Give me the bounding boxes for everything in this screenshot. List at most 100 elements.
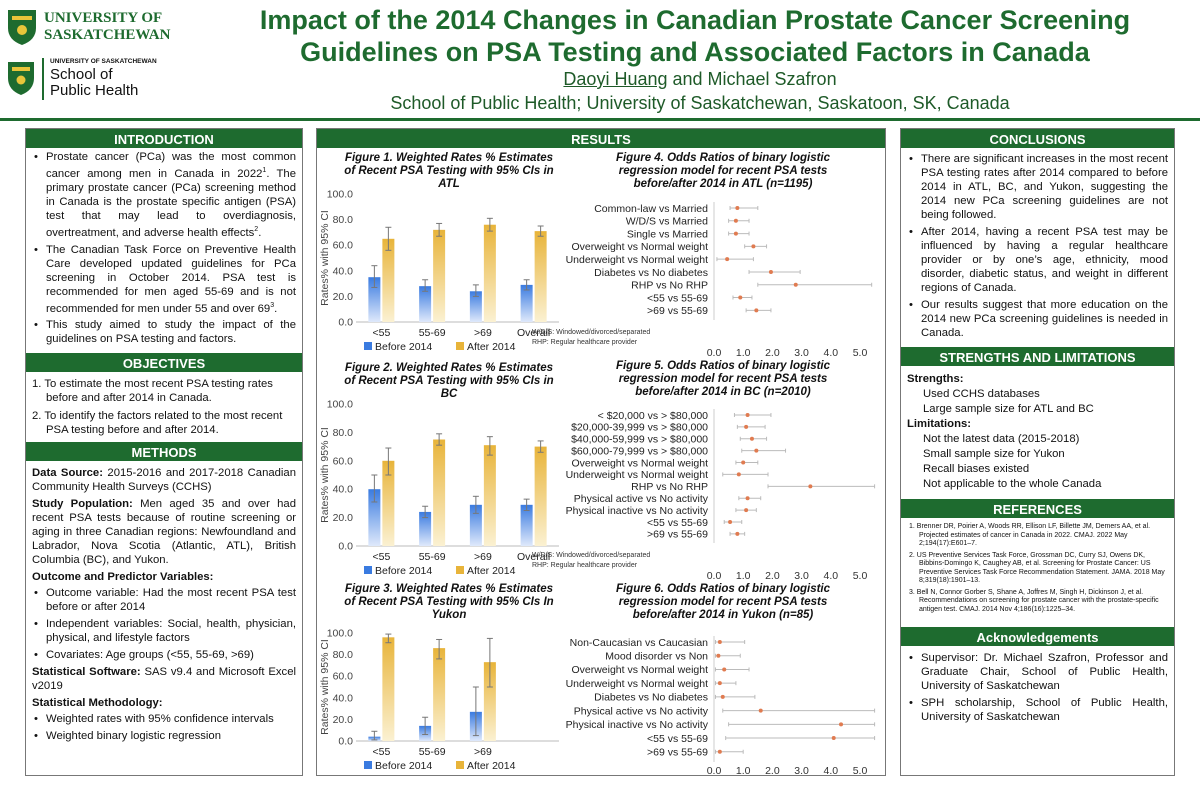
x-tick-label: <55 bbox=[372, 551, 390, 563]
or-label: RHP vs No RHP bbox=[631, 280, 708, 292]
or-label: Overweight vs Normal weight bbox=[571, 457, 708, 469]
fig1-caption: Figure 1. Weighted Rates % Estimates of … bbox=[340, 152, 558, 191]
intro-b1-sup2: 2 bbox=[254, 225, 259, 233]
fig2-caption: Figure 2. Weighted Rates % Estimates of … bbox=[340, 362, 558, 401]
fig2-title: Weighted Rates % Estimates of Recent PSA… bbox=[344, 362, 554, 400]
or-point bbox=[749, 436, 754, 441]
bar-before bbox=[368, 277, 381, 322]
x-tick-label: <55 bbox=[372, 327, 390, 339]
conclusion-3: Our results suggest that more education … bbox=[907, 298, 1168, 340]
logo1-line1: UNIVERSITY OF bbox=[44, 10, 163, 26]
objectives-body: 1. To estimate the most recent PSA testi… bbox=[26, 372, 302, 439]
or-label: RHP vs No RHP bbox=[631, 481, 708, 493]
or-point bbox=[751, 244, 756, 249]
legend-after: After 2014 bbox=[467, 565, 516, 577]
or-point bbox=[728, 519, 733, 524]
x-tick-label: >69 bbox=[474, 327, 492, 339]
title-line-1: Impact of the 2014 Changes in Canadian P… bbox=[259, 5, 1131, 35]
ds-label: Data Source: bbox=[32, 467, 103, 480]
x-tick-label: 4.0 bbox=[823, 570, 838, 582]
or-point bbox=[733, 218, 738, 223]
intro-b1: Prostate cancer (PCa) was the most commo… bbox=[46, 151, 296, 180]
x-tick-label: 5.0 bbox=[853, 765, 868, 777]
intro-b2-sup: 3 bbox=[270, 301, 275, 309]
or-point bbox=[717, 749, 722, 754]
ack-1: Supervisor: Dr. Michael Szafron, Profess… bbox=[907, 651, 1168, 693]
strength-2: Large sample size for ATL and BC bbox=[923, 403, 1094, 415]
x-tick-label: 5.0 bbox=[853, 570, 868, 582]
or-point bbox=[722, 667, 727, 672]
logo1-line2: SASKATCHEWAN bbox=[44, 27, 171, 43]
or-label: Underweight vs Normal weight bbox=[566, 254, 708, 266]
y-tick-label: 20.0 bbox=[333, 714, 354, 726]
bar-after bbox=[433, 439, 446, 546]
introduction-body: Prostate cancer (PCa) was the most commo… bbox=[26, 148, 302, 351]
y-tick-label: 40.0 bbox=[333, 692, 354, 704]
or-point bbox=[744, 424, 749, 429]
y-tick-label: 80.0 bbox=[333, 649, 354, 661]
limitations-label: Limitations: bbox=[907, 418, 972, 430]
intro-b1-rest: . The primary prostate cancer (PCa) scre… bbox=[46, 167, 296, 239]
or-label: < $20,000 vs > $80,000 bbox=[598, 410, 709, 422]
sm-1: Weighted rates with 95% confidence inter… bbox=[32, 712, 296, 726]
legend-after: After 2014 bbox=[467, 341, 516, 353]
legend-after: After 2014 bbox=[467, 760, 516, 772]
or-point bbox=[745, 496, 750, 501]
methods-software: Statistical Software: SAS v9.4 and Micro… bbox=[32, 665, 296, 693]
methods-study-population: Study Population: Men aged 35 and over h… bbox=[32, 497, 296, 567]
x-tick-label: >69 bbox=[474, 551, 492, 563]
ack-body: Supervisor: Dr. Michael Szafron, Profess… bbox=[901, 646, 1174, 729]
bar-before bbox=[368, 489, 381, 546]
bar-before bbox=[419, 511, 432, 546]
or-label: Non-Caucasian vs Caucasian bbox=[570, 637, 708, 649]
footnote: RHP: Regular healthcare provider bbox=[532, 562, 638, 569]
reference-2: 2. US Preventive Services Task Force, Gr… bbox=[909, 551, 1165, 585]
ack-heading: Acknowledgements bbox=[901, 627, 1174, 646]
references-heading: REFERENCES bbox=[901, 499, 1174, 518]
legend-before: Before 2014 bbox=[375, 760, 432, 772]
header-rule bbox=[0, 118, 1200, 121]
fig6-num: Figure 6. bbox=[615, 583, 664, 595]
limitation-1: Not the latest data (2015-2018) bbox=[923, 433, 1080, 445]
or-label: $20,000-39,999 vs > $80,000 bbox=[571, 422, 708, 434]
logo2-line2: Public Health bbox=[50, 82, 139, 99]
x-tick-label: 0.0 bbox=[707, 765, 722, 777]
bar-after bbox=[483, 224, 496, 322]
or-label: Diabetes vs No diabetes bbox=[594, 692, 708, 704]
or-point bbox=[758, 708, 763, 713]
y-tick-label: 100.0 bbox=[327, 399, 353, 411]
fig6-caption: Figure 6. Odds Ratios of binary logistic… bbox=[588, 583, 858, 622]
y-tick-label: 0.0 bbox=[338, 541, 353, 553]
or-label: W/D/S vs Married bbox=[626, 216, 708, 228]
strength-1: Used CCHS databases bbox=[923, 388, 1040, 400]
legend-before: Before 2014 bbox=[375, 341, 432, 353]
bar-before bbox=[469, 504, 482, 546]
or-point bbox=[717, 681, 722, 686]
author-1: Daoyi Huang bbox=[563, 69, 668, 89]
logo2-line1: School of bbox=[50, 66, 113, 83]
title-line-2: Guidelines on PSA Testing and Associated… bbox=[300, 37, 1090, 67]
or-label: <55 vs 55-69 bbox=[647, 733, 708, 745]
x-tick-label: 55-69 bbox=[419, 327, 446, 339]
ds-text: 2015-2016 and 2017-2018 Canadian Communi… bbox=[32, 467, 296, 494]
legend-swatch-after bbox=[456, 761, 464, 769]
or-label: Underweight vs Normal weight bbox=[566, 678, 708, 690]
or-label: $40,000-59,999 vs > $80,000 bbox=[571, 434, 708, 446]
authors: Daoyi Huang and Michael Szafron bbox=[205, 68, 1195, 90]
legend-before: Before 2014 bbox=[375, 565, 432, 577]
sm-2: Weighted binary logistic regression bbox=[32, 729, 296, 743]
bar-after bbox=[382, 238, 395, 322]
y-tick-label: 60.0 bbox=[333, 240, 354, 252]
or-label: Common-law vs Married bbox=[594, 203, 708, 215]
or-label: $60,000-79,999 vs > $80,000 bbox=[571, 445, 708, 457]
figure-1-chart: 0.0 20.0 40.0 60.0 80.0 100.0 Rates% with 95% … bbox=[319, 189, 559, 353]
x-tick-label: <55 bbox=[372, 746, 390, 758]
or-label: >69 vs 55-69 bbox=[647, 305, 708, 317]
or-label: <55 vs 55-69 bbox=[647, 517, 708, 529]
or-point bbox=[754, 308, 759, 313]
usask-crest-icon bbox=[8, 10, 36, 45]
or-point bbox=[768, 269, 773, 274]
results-heading: RESULTS bbox=[317, 129, 885, 148]
fig3-title: Weighted Rates % Estimates of Recent PSA… bbox=[344, 583, 554, 621]
